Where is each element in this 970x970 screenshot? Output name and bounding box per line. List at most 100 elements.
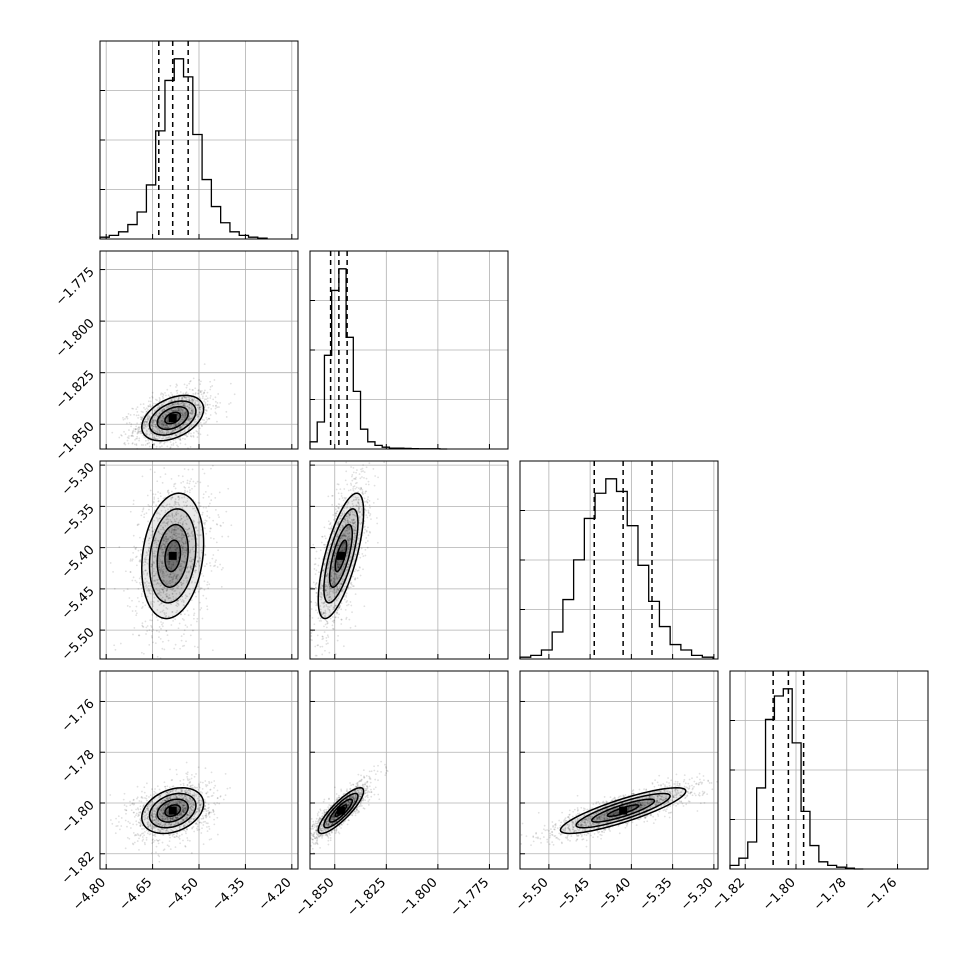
sample-point [158,413,161,416]
sample-point [142,415,145,418]
sample-point [124,417,126,420]
sample-point [312,581,315,584]
sample-point [214,405,217,407]
sample-point [146,630,149,632]
sample-point [139,818,141,821]
sample-point [155,435,158,437]
sample-point [148,441,151,444]
sample-point [207,495,210,498]
sample-point [175,434,178,437]
sample-point [162,424,165,427]
sample-point [351,479,354,482]
sample-point [197,415,200,418]
sample-point [158,421,160,424]
sample-point [203,588,206,591]
sample-point [361,490,364,493]
sample-point [169,768,171,771]
sample-point [201,511,204,514]
sample-point [146,420,148,423]
sample-point [376,498,379,501]
sample-point [175,390,178,392]
sample-point [123,589,125,592]
sample-point [195,413,198,416]
sample-point [208,828,211,830]
sample-point [225,410,228,413]
sample-point [138,437,141,440]
sample-point [152,841,155,844]
sample-point [155,438,158,440]
sample-point [139,559,142,561]
sample-point [140,553,142,556]
sample-point [167,429,170,432]
sample-point [142,411,144,414]
sample-point [131,442,134,444]
sample-point [154,437,157,440]
sample-point [180,397,183,400]
sample-point [210,781,213,784]
sample-point [150,432,153,435]
sample-point [109,819,112,821]
sample-point [206,605,209,608]
sample-point [174,410,177,412]
sample-point [123,442,126,445]
sample-point [129,559,132,562]
sample-point [154,437,157,440]
sample-point [171,429,174,432]
sample-point [189,418,192,421]
sample-point [345,616,348,619]
sample-point [203,580,206,583]
sample-point [155,420,157,423]
sample-point [191,398,194,400]
sample-point [161,625,164,628]
sample-point [179,438,182,441]
sample-point [191,400,194,403]
sample-point [354,593,357,596]
sample-point [167,431,170,433]
sample-point [159,422,162,424]
sample-point [132,503,135,506]
sample-point [340,492,343,495]
sample-point [181,412,184,415]
sample-point [160,432,163,435]
sample-point [198,411,201,414]
sample-point [182,424,185,427]
sample-point [372,468,375,470]
sample-point [192,377,195,380]
sample-point [184,421,187,424]
sample-point [191,412,194,415]
sample-point [136,406,139,409]
sample-point [215,559,217,562]
sample-point [201,617,204,620]
sample-point [158,630,161,633]
sample-point [349,489,352,491]
sample-point [162,419,164,422]
sample-point [192,614,195,617]
sample-point [215,541,218,544]
sample-point [369,506,371,509]
sample-point [205,409,208,412]
sample-point [178,427,180,430]
sample-point [147,418,150,420]
sample-point [175,434,178,436]
sample-point [183,395,186,398]
sample-point [229,382,232,385]
sample-point [200,424,203,427]
sample-point [368,462,371,465]
sample-point [191,412,194,415]
sample-point [142,652,145,655]
sample-point [336,608,339,611]
sample-point [137,549,140,552]
sample-point [207,809,210,812]
sample-point [192,431,195,434]
sample-point [321,535,324,538]
sample-point [324,537,327,540]
sample-point [182,480,185,483]
sample-point [183,629,186,632]
sample-point [188,419,191,421]
sample-point [148,416,151,419]
sample-point [175,383,178,386]
sample-point [148,415,151,418]
sample-point [338,503,341,506]
sample-point [122,416,124,419]
sample-point [185,640,187,643]
